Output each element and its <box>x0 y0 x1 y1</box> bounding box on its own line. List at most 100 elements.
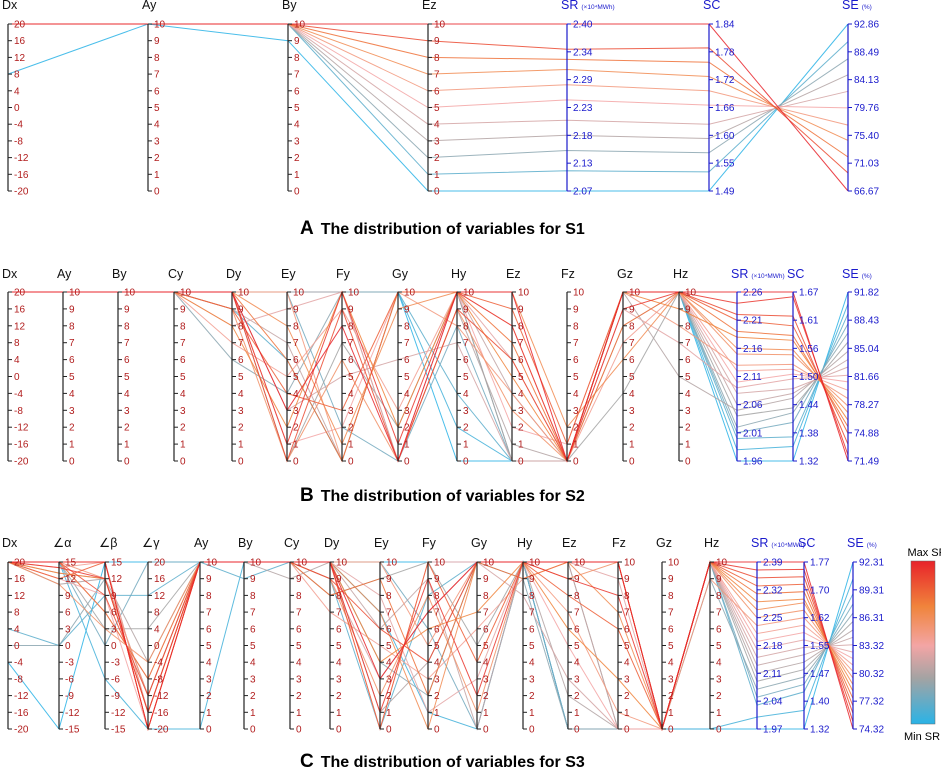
tick-label: 0 <box>296 725 302 736</box>
tick-label: 10 <box>386 558 398 569</box>
tick-label: 1.55 <box>810 641 830 652</box>
tick-label: 8 <box>668 591 674 602</box>
axis-label: Gy <box>471 536 488 550</box>
axis-label: Ay <box>194 536 209 550</box>
tick-label: 9 <box>716 574 722 585</box>
tick-label: 1 <box>296 708 302 719</box>
axis-unit: (×10⁴MWh) <box>751 273 784 280</box>
tick-label: 0 <box>294 187 300 198</box>
tick-label: 2 <box>518 423 524 434</box>
tick-label: 8 <box>574 591 580 602</box>
tick-label: 3 <box>434 136 440 147</box>
tick-label: 5 <box>206 641 212 652</box>
tick-label: 10 <box>629 288 641 299</box>
tick-label: 6 <box>629 355 635 366</box>
axis-label: Ez <box>506 267 521 281</box>
tick-label: 8 <box>238 321 244 332</box>
axis-label: Cy <box>168 267 184 281</box>
tick-label: 9 <box>250 574 256 585</box>
tick-label: 1.61 <box>799 316 819 327</box>
tick-label: 3 <box>624 674 630 685</box>
axis: ∠γ 20 16 12 8 4 0 -4 -8 -12 -16 -20 <box>142 536 169 736</box>
tick-label: 10 <box>294 20 306 31</box>
tick-label: 1.70 <box>810 585 830 596</box>
tick-label: 4 <box>629 389 635 400</box>
tick-label: 7 <box>404 338 410 349</box>
tick-label: 12 <box>111 574 123 585</box>
tick-label: 2.11 <box>743 372 762 383</box>
tick-label: 88.43 <box>854 316 879 327</box>
tick-label: 12 <box>14 321 26 332</box>
tick-label: 8 <box>624 591 630 602</box>
panel-a-letter: A <box>300 218 314 239</box>
tick-label: 5 <box>529 641 535 652</box>
tick-label: 7 <box>463 338 469 349</box>
tick-label: 2.32 <box>763 585 783 596</box>
tick-label: 5 <box>336 641 342 652</box>
tick-label: 7 <box>668 608 674 619</box>
tick-label: 8 <box>573 321 579 332</box>
tick-label: 2 <box>629 423 635 434</box>
tick-label: 2.39 <box>763 558 783 569</box>
tick-label: 5 <box>294 103 300 114</box>
tick-label: 6 <box>624 624 630 635</box>
tick-label: 0 <box>14 641 20 652</box>
tick-label: -4 <box>14 120 23 131</box>
tick-label: 9 <box>629 304 635 315</box>
axis-unit: (×10⁴MWh) <box>771 542 804 549</box>
tick-label: 2.29 <box>573 75 593 86</box>
tick-label: 6 <box>386 624 392 635</box>
tick-label: 5 <box>574 641 580 652</box>
panel-c-letter: C <box>300 751 314 772</box>
tick-label: 10 <box>348 288 360 299</box>
tick-label: 8 <box>124 321 130 332</box>
tick-label: 9 <box>386 574 392 585</box>
tick-label: -3 <box>65 658 74 669</box>
tick-label: 15 <box>111 558 123 569</box>
tick-label: 6 <box>716 624 722 635</box>
tick-label: 10 <box>434 558 446 569</box>
series-line <box>8 291 849 463</box>
tick-label: 1 <box>434 708 440 719</box>
tick-label: 2 <box>124 423 130 434</box>
tick-label: 1.96 <box>743 457 763 468</box>
tick-label: 4 <box>238 389 244 400</box>
tick-label: 4 <box>574 658 580 669</box>
tick-label: -20 <box>14 187 29 198</box>
tick-label: 0 <box>483 725 489 736</box>
tick-label: 16 <box>14 304 26 315</box>
tick-label: -4 <box>14 389 23 400</box>
tick-label: 1.44 <box>799 400 819 411</box>
tick-label: 9 <box>624 574 630 585</box>
tick-label: 8 <box>629 321 635 332</box>
tick-label: 8 <box>296 591 302 602</box>
axis-label: Cy <box>284 536 300 550</box>
tick-label: 1.50 <box>799 372 819 383</box>
axis-label: Dx <box>2 0 18 12</box>
tick-label: 9 <box>574 574 580 585</box>
tick-label: 4 <box>668 658 674 669</box>
tick-label: 1 <box>124 440 130 451</box>
tick-label: 1.77 <box>810 558 830 569</box>
tick-label: 1.84 <box>715 20 735 31</box>
tick-label: 5 <box>463 372 469 383</box>
tick-label: 8 <box>154 608 160 619</box>
colorbar-min-label: Min SR <box>904 731 940 743</box>
tick-label: 85.04 <box>854 344 879 355</box>
tick-label: 4 <box>154 120 160 131</box>
tick-label: 3 <box>124 406 130 417</box>
axis-unit: (%) <box>867 542 877 549</box>
tick-label: -9 <box>65 691 74 702</box>
tick-label: -8 <box>14 136 23 147</box>
tick-label: 7 <box>238 338 244 349</box>
tick-label: 7 <box>124 338 130 349</box>
tick-label: 6 <box>180 355 186 366</box>
tick-label: 7 <box>573 338 579 349</box>
